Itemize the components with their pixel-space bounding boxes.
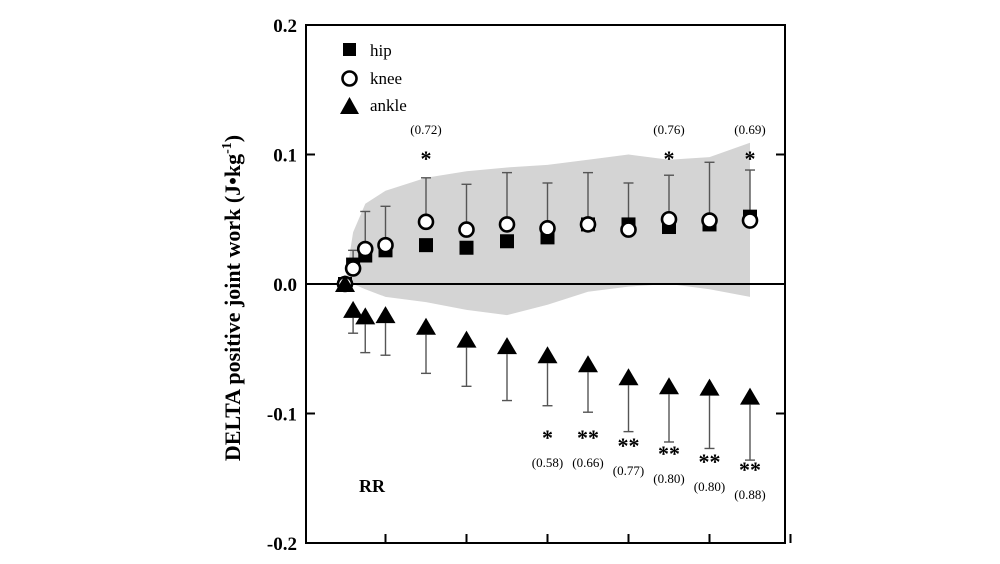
knee-point	[701, 212, 718, 229]
ankle-point	[416, 317, 436, 335]
ankle-point	[659, 377, 679, 395]
knee-point	[539, 220, 556, 237]
data-markers	[335, 209, 760, 405]
legend-ankle-label: ankle	[370, 96, 407, 115]
legend: hip knee ankle	[340, 41, 407, 115]
annotation-below-stars: **	[699, 449, 721, 474]
knee-point	[620, 221, 637, 238]
ankle-point	[618, 368, 639, 386]
legend-hip-label: hip	[370, 41, 392, 60]
annotation-above-stars: *	[421, 146, 432, 171]
ankle-point	[375, 306, 396, 324]
significance-annotations: (0.72)*(0.76)*(0.69)**(0.58)**(0.66)**(0…	[410, 122, 765, 502]
ankle-point	[355, 307, 376, 325]
annotation-above-value: (0.72)	[410, 122, 441, 137]
ankle-point	[699, 378, 720, 396]
annotation-below-stars: **	[577, 425, 599, 450]
annotation-below-value: (0.88)	[734, 487, 765, 502]
legend-knee-marker	[341, 70, 358, 87]
ankle-point	[537, 346, 558, 364]
knee-point	[356, 240, 374, 258]
y-tick-label: 0.0	[273, 275, 297, 296]
hip-point	[500, 234, 514, 249]
annotation-below-stars: **	[739, 457, 761, 482]
ankle-point	[578, 355, 598, 373]
annotation-below-stars: **	[618, 433, 640, 458]
annotation-below-value: (0.66)	[572, 455, 603, 470]
annotation-below-stars: *	[542, 425, 553, 450]
ankle-point	[740, 387, 760, 405]
y-tick-label: 0.2	[273, 16, 297, 37]
error-bars	[348, 161, 755, 461]
legend-ankle-marker	[340, 97, 359, 114]
hip-point	[459, 240, 474, 255]
annotation-above-value: (0.76)	[653, 122, 684, 137]
annotation-above-stars: *	[745, 146, 756, 171]
legend-knee-label: knee	[370, 69, 402, 88]
ankle-point	[335, 275, 355, 292]
annotation-above-stars: *	[664, 146, 675, 171]
y-axis-title: DELTA positive joint work (J•kg-1)	[220, 135, 245, 461]
y-tick-label: -0.1	[267, 405, 297, 426]
y-tick-label: -0.2	[267, 534, 297, 555]
axes: 0.2 0.1 0.0 -0.1 -0.2	[267, 16, 792, 555]
y-axis-title-superscript: -1	[220, 142, 235, 154]
annotation-below-stars: **	[658, 441, 680, 466]
legend-hip-marker	[343, 43, 356, 56]
knee-point	[377, 236, 394, 254]
y-axis-title-close: )	[220, 135, 245, 142]
knee-point	[498, 216, 516, 233]
ankle-point	[456, 330, 477, 348]
knee-point	[417, 213, 435, 231]
knee-point	[741, 212, 759, 229]
y-axis-title-main: DELTA positive joint work (J•kg	[220, 154, 245, 461]
annotation-below-value: (0.58)	[532, 455, 563, 470]
knee-point	[660, 210, 678, 228]
annotation-below-value: (0.77)	[613, 463, 644, 478]
y-tick-label: 0.1	[273, 146, 297, 167]
annotation-below-value: (0.80)	[653, 471, 684, 486]
knee-point	[458, 221, 475, 238]
annotation-below-value: (0.80)	[694, 479, 725, 494]
hip-point	[419, 238, 433, 253]
knee-point	[579, 216, 597, 233]
knee-point	[344, 260, 362, 277]
ankle-point	[497, 337, 517, 355]
ankle-point	[343, 300, 364, 318]
panel-label: RR	[359, 476, 386, 496]
annotation-above-value: (0.69)	[734, 122, 765, 137]
